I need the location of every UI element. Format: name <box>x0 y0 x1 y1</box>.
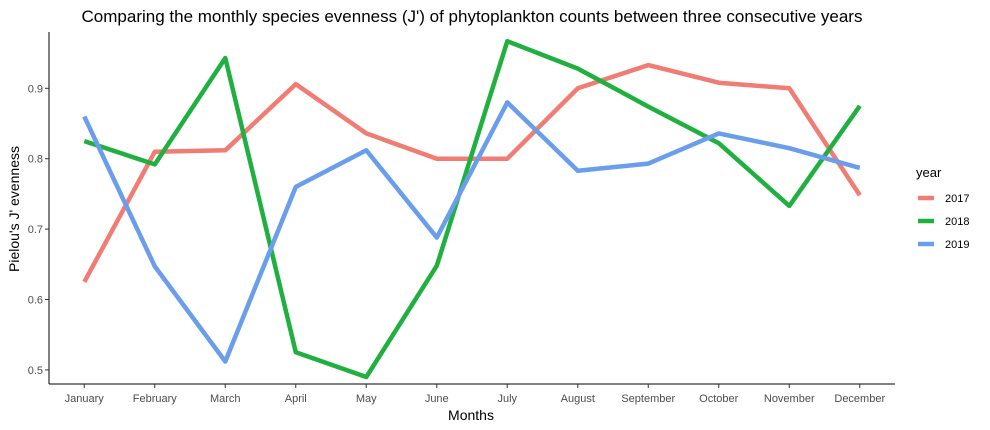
legend-item-2018: 2018 <box>918 216 969 228</box>
y-tick-label: 0.5 <box>28 365 43 377</box>
legend-label: 2017 <box>945 193 969 205</box>
chart-title: Comparing the monthly species evenness (… <box>82 7 863 26</box>
series-line-2019 <box>82 100 861 364</box>
x-tick-label: April <box>285 393 307 405</box>
legend-title: year <box>916 165 942 180</box>
x-tick-label: January <box>65 393 105 405</box>
series-lines <box>82 38 862 380</box>
x-axis-title: Months <box>448 407 494 423</box>
series-line-2018 <box>83 38 862 380</box>
y-tick-label: 0.8 <box>28 154 43 166</box>
legend-label: 2018 <box>945 216 969 228</box>
legend-item-2019: 2019 <box>918 239 969 251</box>
axes: 0.5 0.6 0.7 0.8 0.9 January February March April… <box>28 32 895 405</box>
y-axis-title: Pielou's J' evenness <box>6 146 22 272</box>
x-tick-label: October <box>699 393 738 405</box>
x-tick-label: May <box>356 393 377 405</box>
y-tick-label: 0.6 <box>28 295 43 307</box>
legend-label: 2019 <box>945 239 969 251</box>
x-tick-label: July <box>497 393 517 405</box>
x-tick-label: November <box>764 393 815 405</box>
x-tick-label: December <box>834 393 885 405</box>
y-tick-label: 0.9 <box>28 83 43 95</box>
x-tick-label: September <box>621 393 675 405</box>
legend: year 2017 2018 2019 <box>916 165 969 251</box>
y-tick-label: 0.7 <box>28 224 43 236</box>
x-tick-label: March <box>210 393 241 405</box>
x-tick-label: February <box>133 393 178 405</box>
x-tick-label: August <box>561 393 595 405</box>
legend-item-2017: 2017 <box>918 193 969 205</box>
x-tick-label: June <box>425 393 449 405</box>
